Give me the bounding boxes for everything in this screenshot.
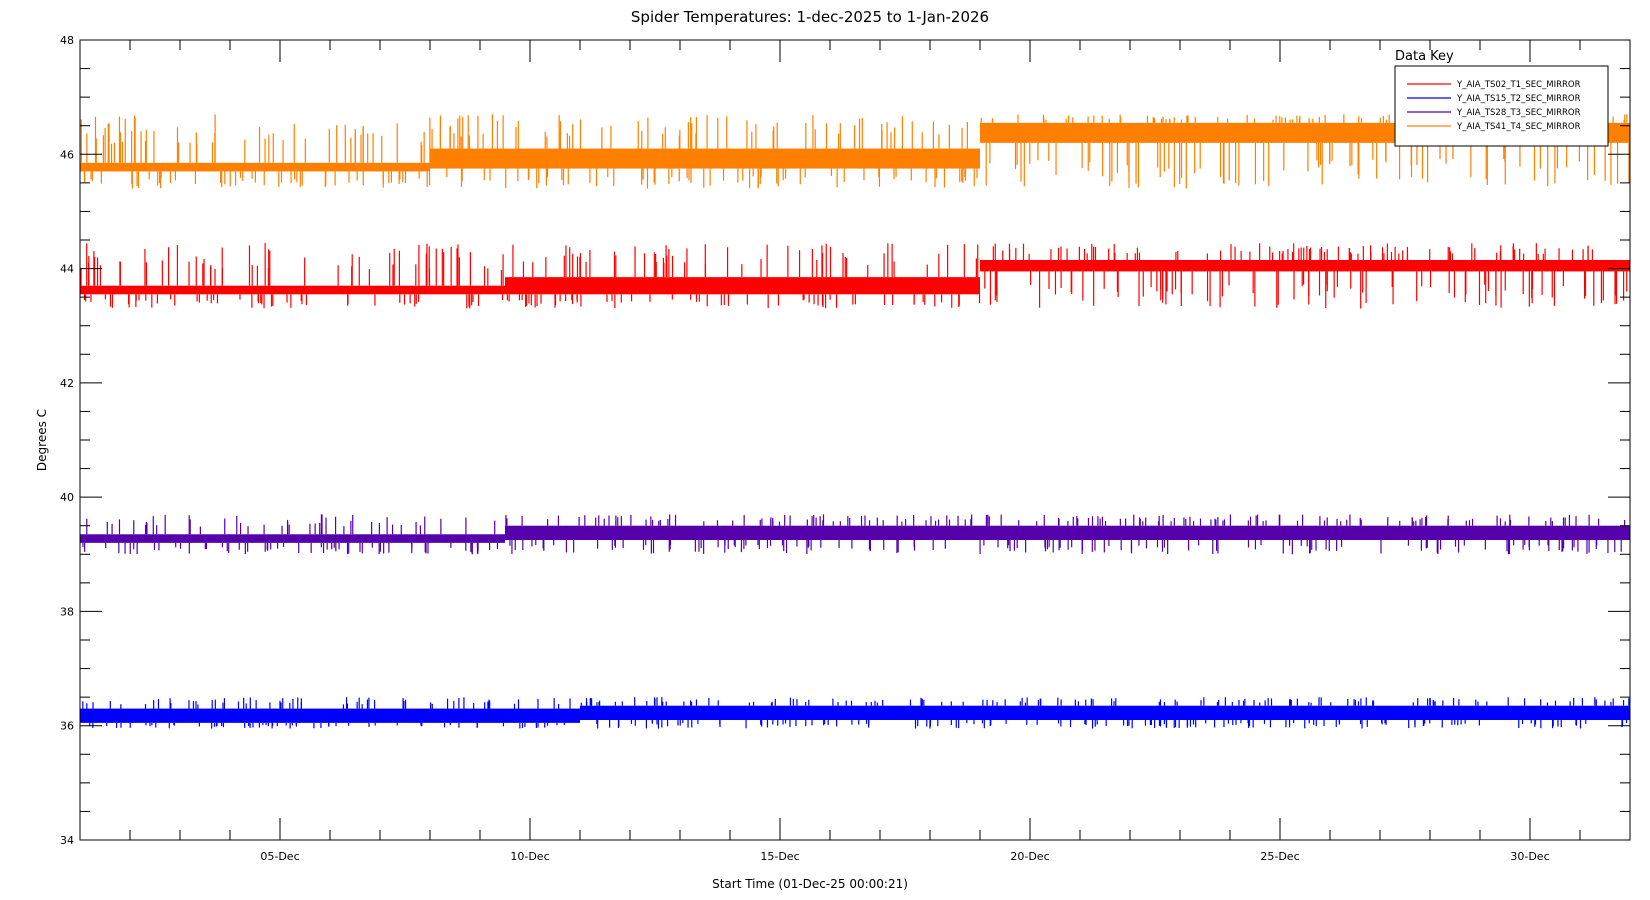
x-tick-label: 15-Dec <box>760 850 799 863</box>
series-band <box>80 534 505 543</box>
y-axis-label: Degrees C <box>35 409 49 471</box>
x-tick-label: 20-Dec <box>1010 850 1049 863</box>
y-tick-label: 42 <box>60 377 74 390</box>
y-tick-label: 34 <box>60 834 74 847</box>
y-tick-label: 38 <box>60 605 74 618</box>
legend: Data Key Y_AIA_TS02_T1_SEC_MIRROR Y_AIA_T… <box>1394 49 1609 147</box>
legend-title: Data Key <box>1395 49 1454 64</box>
y-tick-label: 44 <box>60 263 74 276</box>
x-tick-label: 05-Dec <box>260 850 299 863</box>
plot-area <box>80 114 1630 729</box>
series-band <box>80 285 505 295</box>
y-tick-label: 46 <box>60 148 74 161</box>
series-Y_AIA_TS28_T3_SEC_MIRROR <box>80 514 1630 555</box>
series-band <box>80 162 430 172</box>
series-Y_AIA_TS15_T2_SEC_MIRROR <box>80 697 1630 729</box>
axes: 34 36 38 40 42 44 46 48 05-Dec 10-Dec 15-Dec 20-Dec… <box>60 34 1631 863</box>
series-band <box>980 260 1630 272</box>
series-Y_AIA_TS02_T1_SEC_MIRROR <box>80 243 1630 309</box>
x-tick-label: 25-Dec <box>1260 850 1299 863</box>
legend-entry-label: Y_AIA_TS41_T4_SEC_MIRROR <box>1456 122 1581 132</box>
legend-entry-label: Y_AIA_TS28_T3_SEC_MIRROR <box>1456 108 1581 118</box>
legend-entry-label: Y_AIA_TS15_T2_SEC_MIRROR <box>1456 94 1581 104</box>
series-band <box>505 277 980 295</box>
y-tick-label: 40 <box>60 491 74 504</box>
chart-title: Spider Temperatures: 1-dec-2025 to 1-Jan… <box>631 8 989 26</box>
series-band <box>580 705 1630 720</box>
legend-entry-label: Y_AIA_TS02_T1_SEC_MIRROR <box>1456 80 1581 90</box>
series-band <box>505 525 1630 540</box>
legend-box <box>1394 65 1609 147</box>
x-tick-label: 30-Dec <box>1510 850 1549 863</box>
y-tick-label: 48 <box>60 34 74 47</box>
series-band <box>430 148 980 169</box>
x-axis-label: Start Time (01-Dec-25 00:00:21) <box>712 877 908 891</box>
x-tick-label: 10-Dec <box>510 850 549 863</box>
y-tick-label: 36 <box>60 720 74 733</box>
series-band <box>80 708 580 723</box>
